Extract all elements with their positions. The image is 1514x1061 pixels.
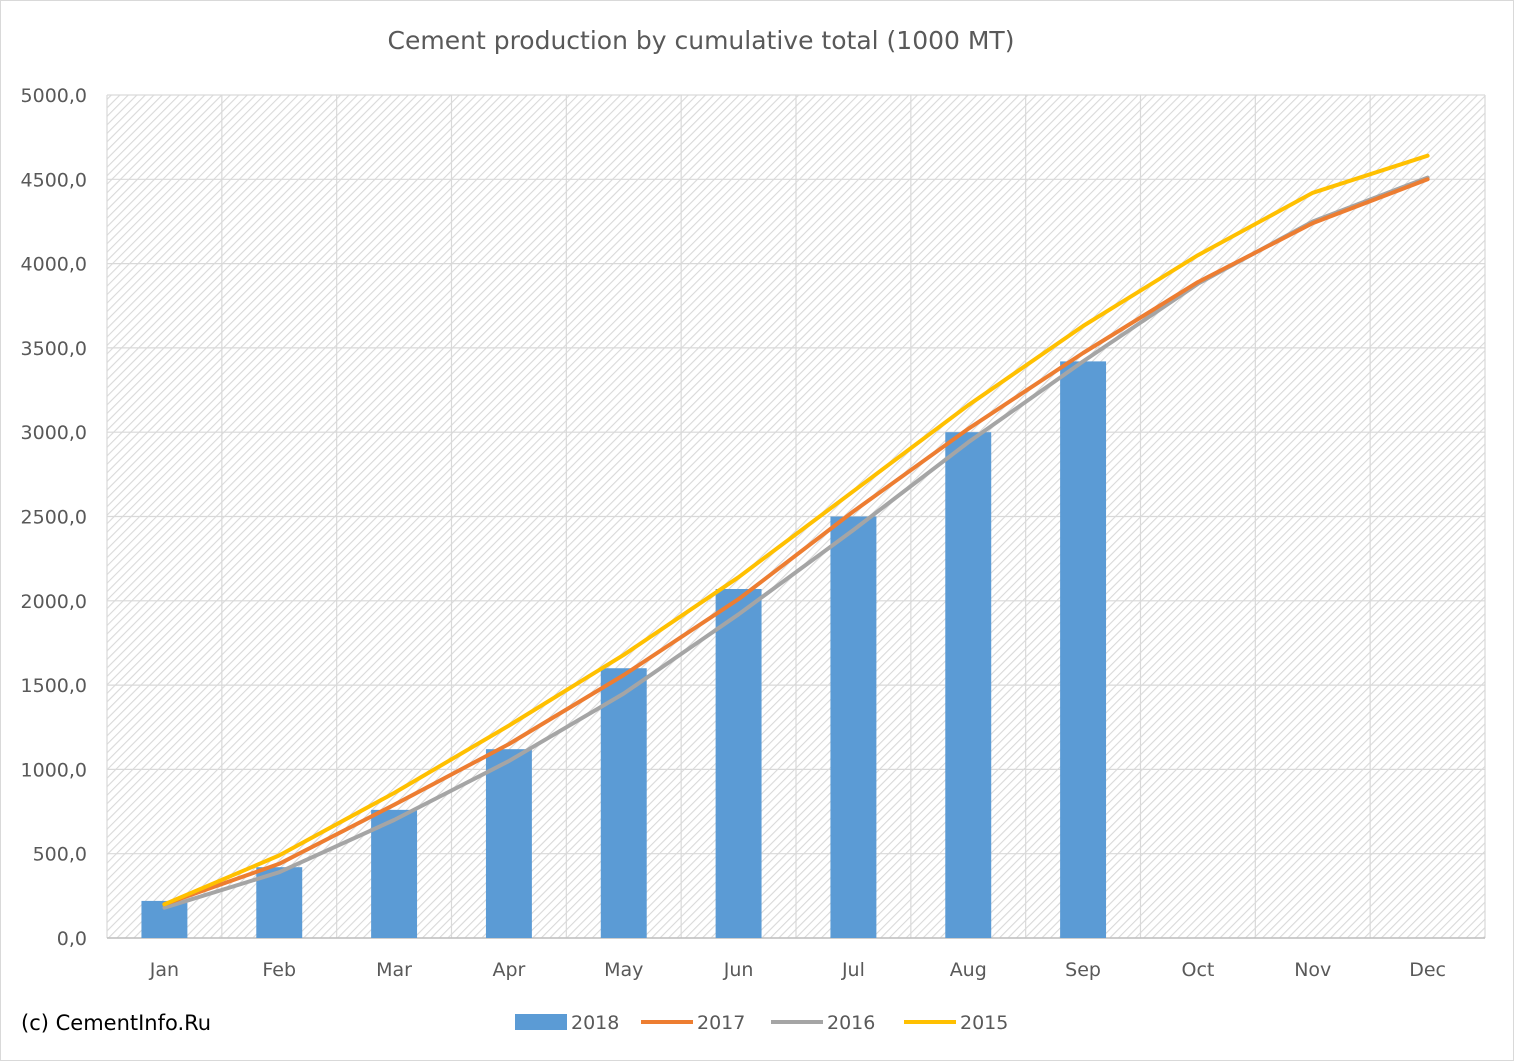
y-tick-label: 5000,0 bbox=[21, 85, 87, 107]
legend-label-2018: 2018 bbox=[571, 1012, 619, 1034]
x-tick-label: Oct bbox=[1181, 959, 1214, 981]
x-tick-label: Jun bbox=[723, 959, 754, 981]
y-tick-label: 1500,0 bbox=[21, 675, 87, 697]
y-tick-label: 1000,0 bbox=[21, 759, 87, 781]
y-tick-label: 2000,0 bbox=[21, 591, 87, 613]
bar-2018-sep bbox=[1060, 361, 1107, 938]
y-tick-label: 3500,0 bbox=[21, 338, 87, 360]
line-series-2017 bbox=[162, 177, 1430, 907]
copyright-text: (c) CementInfo.Ru bbox=[21, 1011, 212, 1035]
legend-label-2015: 2015 bbox=[960, 1012, 1008, 1034]
x-tick-label: Apr bbox=[492, 959, 525, 981]
x-tick-label: May bbox=[604, 959, 643, 981]
bar-2018-mar bbox=[371, 809, 418, 938]
bar-2018-jul bbox=[830, 516, 877, 938]
bar-2018-jun bbox=[715, 588, 762, 938]
legend-label-2016: 2016 bbox=[827, 1012, 875, 1034]
y-tick-label: 4000,0 bbox=[21, 254, 87, 276]
x-tick-label: Sep bbox=[1065, 959, 1101, 981]
legend-label-2017: 2017 bbox=[697, 1012, 745, 1034]
bar-2018-may bbox=[600, 668, 647, 938]
x-tick-label: Feb bbox=[262, 959, 296, 981]
x-tick-label: Mar bbox=[376, 959, 412, 981]
line-series-2015 bbox=[162, 153, 1430, 907]
x-tick-label: Dec bbox=[1409, 959, 1446, 981]
x-tick-label: Aug bbox=[950, 959, 987, 981]
x-tick-label: Nov bbox=[1294, 959, 1331, 981]
y-tick-label: 3000,0 bbox=[21, 422, 87, 444]
y-tick-label: 0,0 bbox=[57, 928, 87, 950]
line-series bbox=[162, 153, 1430, 910]
y-tick-label: 4500,0 bbox=[21, 169, 87, 191]
x-tick-label: Jan bbox=[149, 959, 179, 981]
x-axis: Jan Feb Mar Apr May Jun Jul Aug Sep Oct Nov Dec bbox=[107, 937, 1485, 981]
bar-2018-apr bbox=[485, 749, 532, 938]
legend: 2018 2017 2016 2015 bbox=[515, 1012, 1008, 1034]
bar-2018-aug bbox=[945, 432, 992, 938]
gridlines bbox=[106, 94, 1486, 939]
y-tick-label: 2500,0 bbox=[21, 507, 87, 529]
x-tick-label: Jul bbox=[841, 959, 865, 981]
legend-swatch-2018 bbox=[515, 1014, 567, 1030]
y-tick-label: 500,0 bbox=[33, 844, 87, 866]
y-axis: 0,0 500,0 1000,0 1500,0 2000,0 2500,0 3000,0 35… bbox=[21, 85, 87, 950]
chart-title: Cement production by cumulative total (1… bbox=[388, 26, 1015, 55]
bar-series bbox=[141, 361, 1107, 938]
